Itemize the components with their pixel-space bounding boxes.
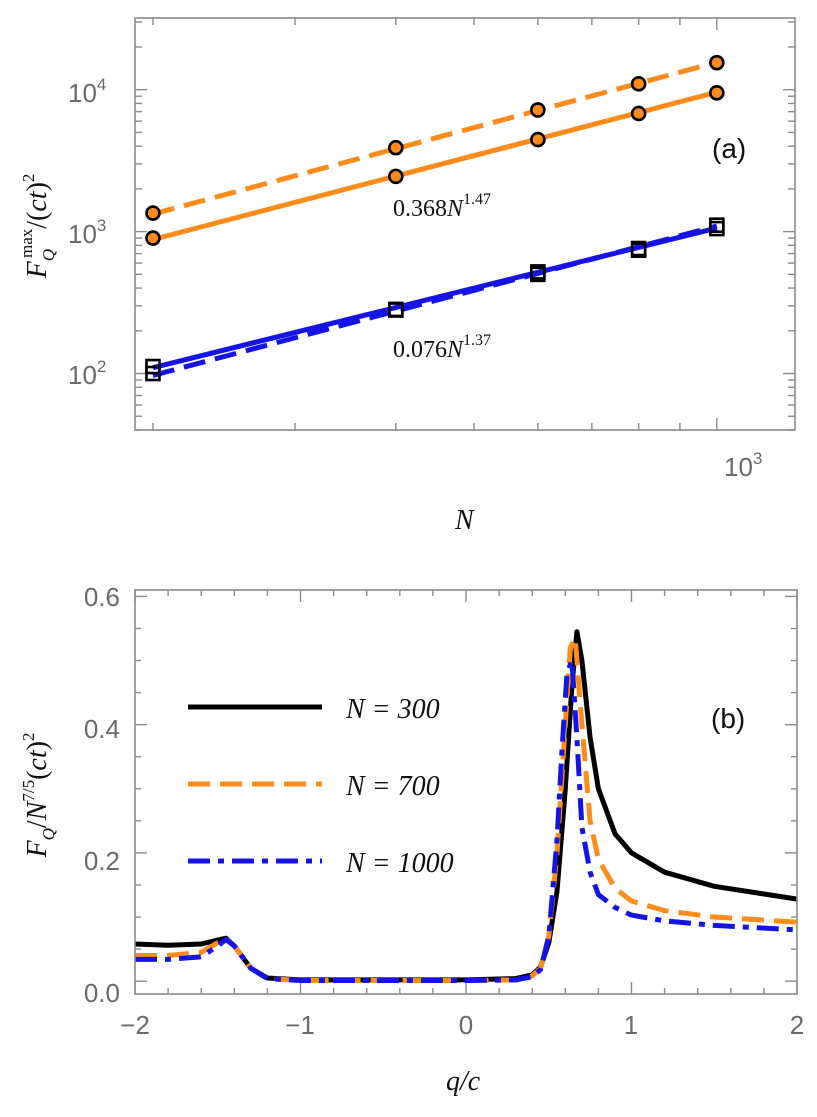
y-tick-label-0.2: 0.2 [84,846,120,876]
blue-dashed-squares-point [388,302,404,318]
panel-b: 0.0 0.2 0.4 0.6 −2 −1 0 1 2 N = 300 N = … [19,582,804,1097]
orange-solid-circles-point [388,168,404,185]
panel-label-b: (b) [711,703,745,734]
panel-a-frame [134,17,796,431]
legend: N = 300 N = 700 N = 1000 [188,694,454,879]
orange-dashed-circles-point [388,139,404,156]
svg-text:FQ/N7/5(ct)2: FQ/N7/5(ct)2 [19,733,58,859]
y-tick-label-10000: 104 [68,75,106,108]
x-tick-label-1000: 103 [724,449,762,482]
orange-dashed-circles-point [709,54,725,71]
svg-text:FQmax/(ct)2: FQmax/(ct)2 [17,174,58,280]
x-tick-label-2: 2 [790,1010,804,1040]
legend-label-n700: N = 700 [345,771,440,802]
panel-label-a: (a) [712,133,746,164]
blue-dashed-squares-point [709,220,725,237]
panel-a-ticks [135,18,795,431]
orange-dashed-circles-point [145,205,161,221]
panel-b-frame [134,589,798,995]
panel-b-x-label: q/c [446,1066,481,1097]
panel-b-ticks [134,590,798,994]
legend-label-n300: N = 300 [345,694,440,725]
blue-dashed-squares-point [630,242,647,258]
y-tick-label-0.6: 0.6 [84,582,120,612]
blue-dashed-squares-point [530,266,546,283]
orange-dashed-circles-point [630,76,647,92]
panel-a-x-label: N [454,505,475,536]
orange-solid-circles-point [145,230,161,246]
panel-a-markers [145,54,725,382]
blue-fit-annotation: 0.076N1.37 [393,332,491,363]
blue-dashed-squares-point [145,365,161,382]
curve-N-1000 [135,658,798,983]
curve-N-300 [134,629,798,983]
panel-a: 102 103 104 103 0.368N1.47 0.076N1.37 (a… [17,17,796,536]
curve-N-700 [135,635,798,983]
orange-dashed-circles-point [530,102,546,118]
x-tick-label-1: 1 [624,1010,638,1040]
orange-dashed-fit [152,59,718,217]
x-tick-label-neg1: −1 [285,1010,315,1040]
orange-fit-annotation: 0.368N1.47 [393,191,491,222]
y-tick-label-1000: 103 [68,216,106,249]
x-tick-label-0: 0 [459,1010,473,1040]
y-tick-label-100: 102 [68,357,106,390]
legend-label-n1000: N = 1000 [345,848,454,879]
panel-b-curves [134,629,798,983]
y-tick-label-0: 0.0 [84,978,120,1008]
x-tick-label-neg2: −2 [120,1010,150,1040]
panel-a-y-label: FQmax/(ct)2 [17,174,58,280]
panel-b-y-label: FQ/N7/5(ct)2 [19,733,58,859]
orange-solid-circles-point [709,85,725,101]
y-tick-label-0.4: 0.4 [84,714,120,744]
blue-dashed-fit [152,223,718,378]
panel-a-fit-lines [152,59,718,378]
orange-solid-circles-point [530,131,546,148]
orange-solid-circles-point [630,105,647,122]
orange-solid-fit [152,89,718,242]
